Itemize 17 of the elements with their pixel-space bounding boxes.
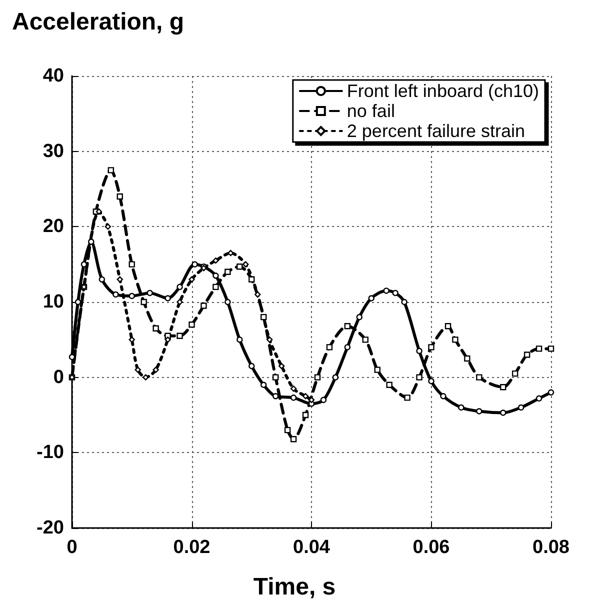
x-tick-label: 0.02 xyxy=(173,537,210,558)
y-tick-label: 10 xyxy=(42,292,64,312)
y-axis-title: Acceleration, g xyxy=(12,8,184,36)
x-tick-label: 0.08 xyxy=(532,537,570,558)
y-tick-label: 20 xyxy=(42,216,64,238)
y-tick-label: 40 xyxy=(42,66,64,86)
y-tick-label: -20 xyxy=(36,518,64,538)
x-tick-label: 0.04 xyxy=(293,537,330,558)
y-tick-label: -10 xyxy=(36,442,64,464)
legend-label: Front left inboard (ch10) xyxy=(346,81,539,101)
x-tick-label: 0.06 xyxy=(412,537,450,558)
legend-label: no fail xyxy=(346,101,395,121)
y-tick-label: 0 xyxy=(53,366,64,388)
legend-label: 2 percent failure strain xyxy=(346,121,525,141)
y-tick-label: 30 xyxy=(42,140,64,162)
x-tick-label: 0 xyxy=(66,537,78,558)
x-axis-title: Time, s xyxy=(253,574,336,600)
